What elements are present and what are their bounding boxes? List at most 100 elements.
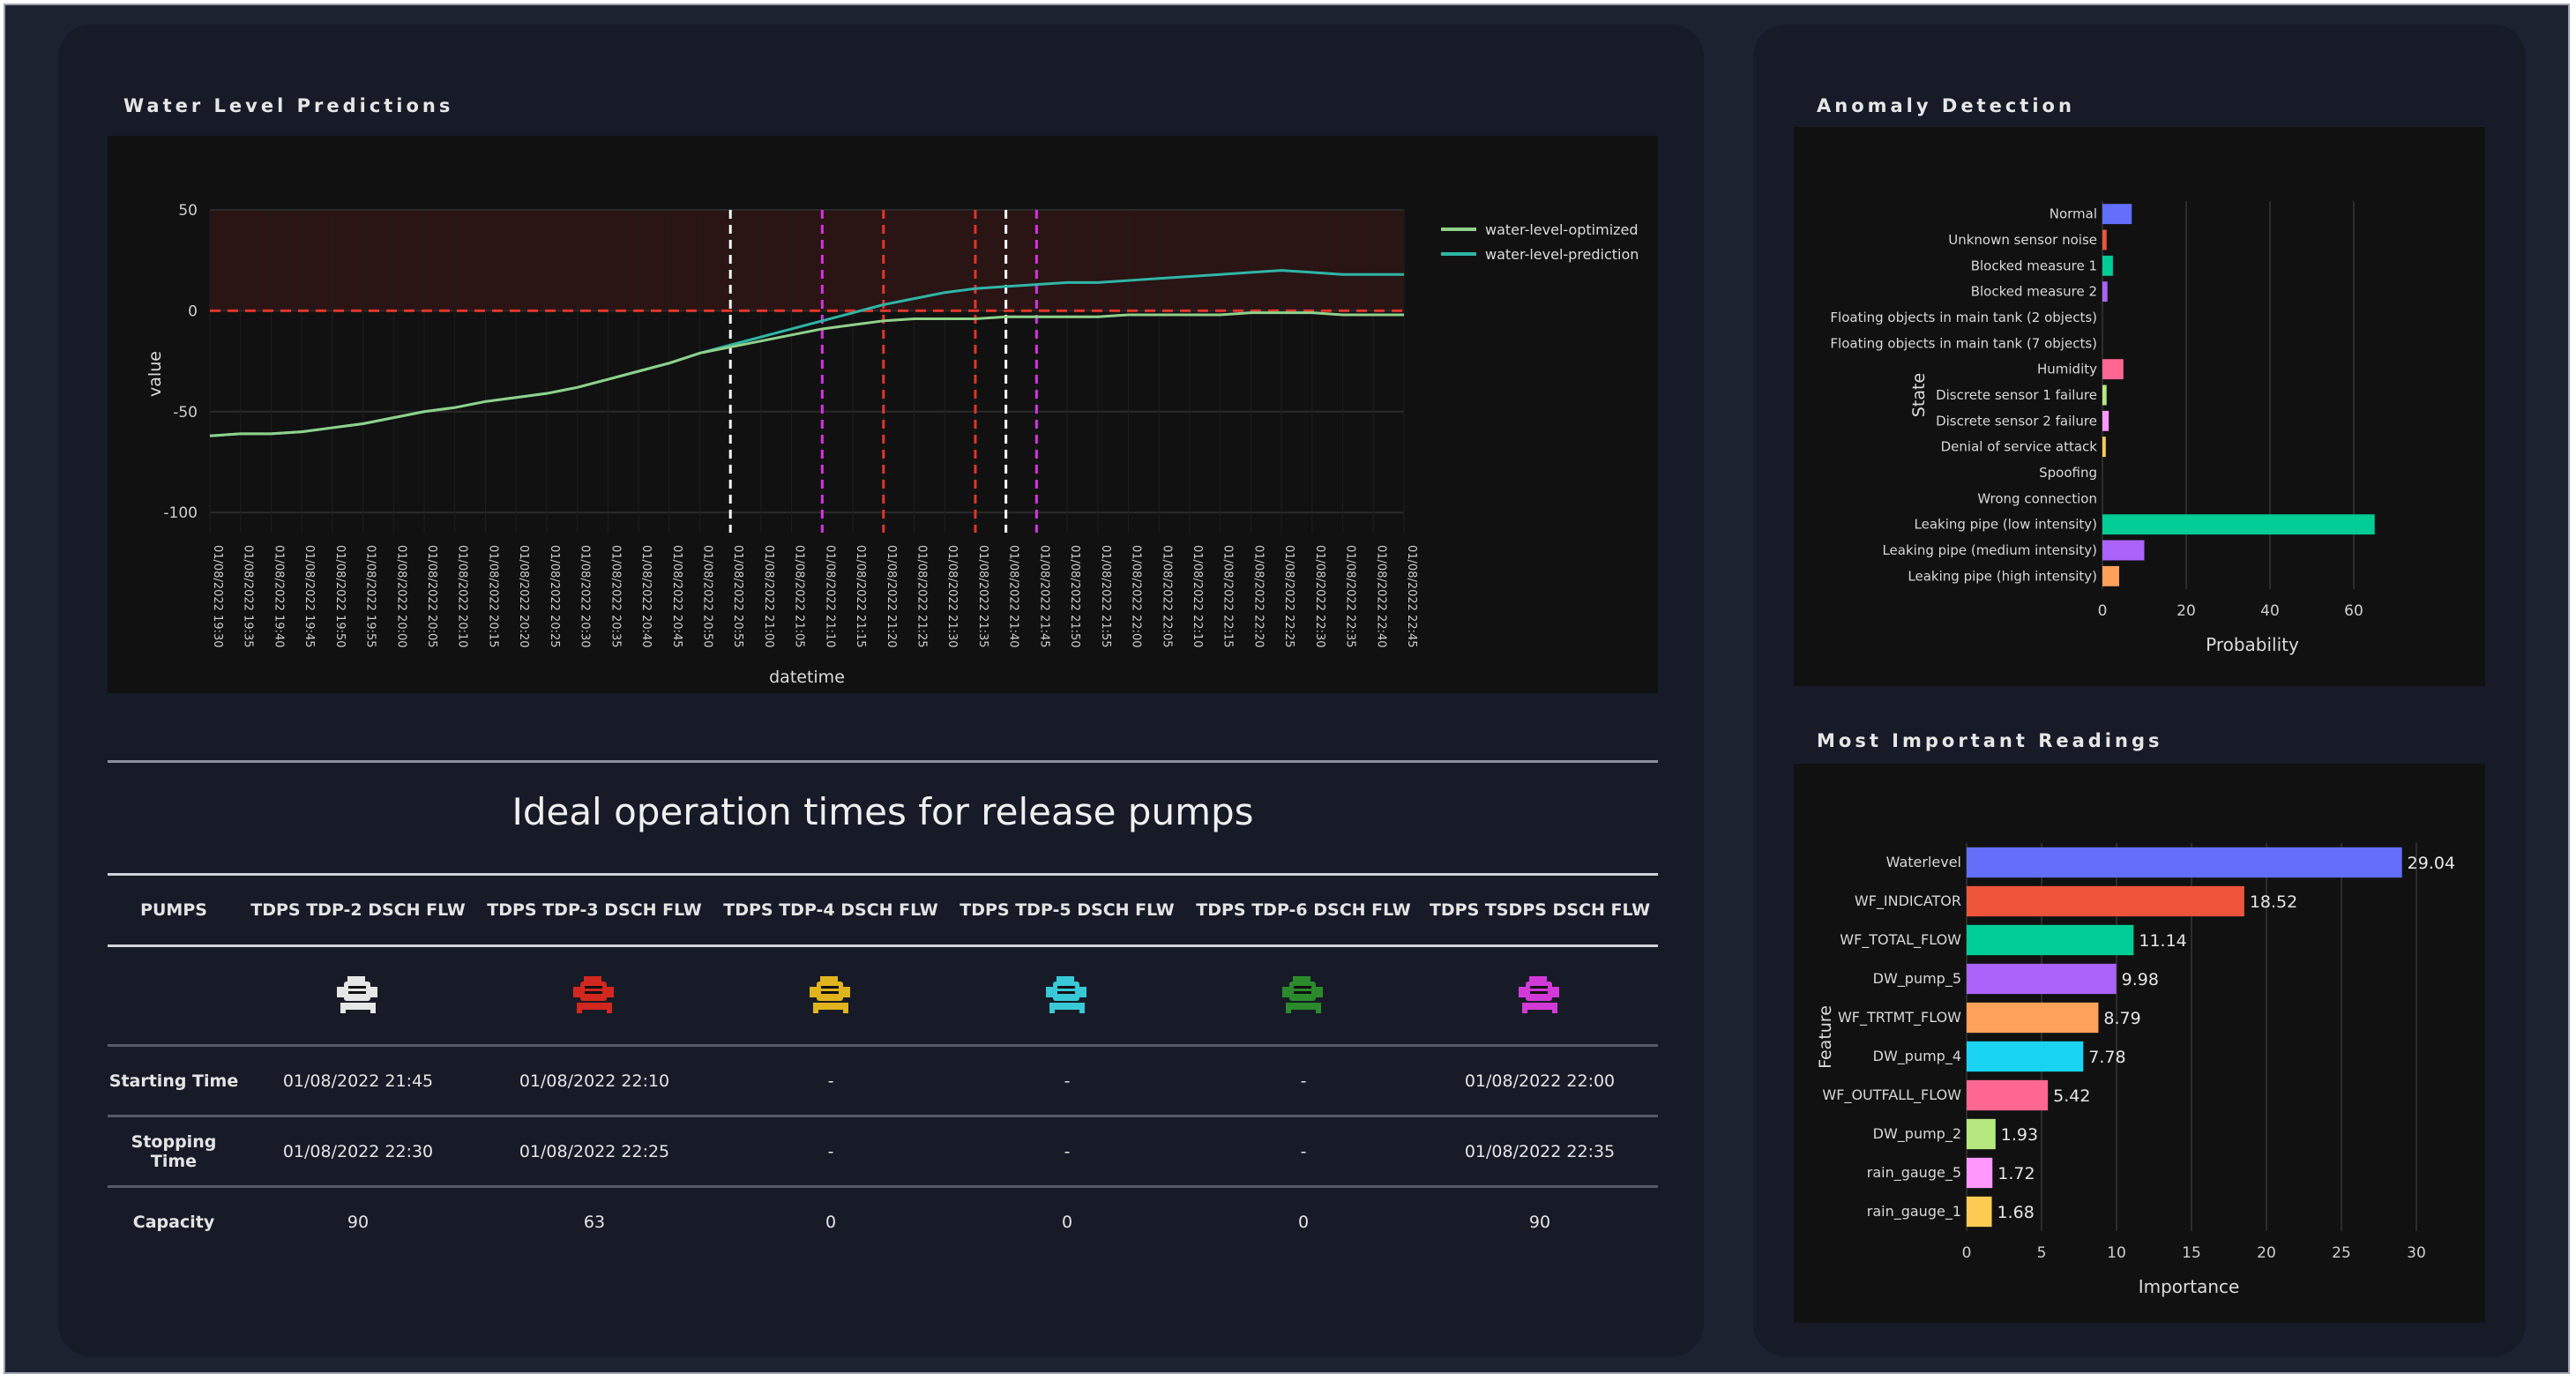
pump-icon	[335, 971, 381, 1017]
category-label: rain_gauge_1	[1867, 1203, 1961, 1221]
x-tick-label: 01/08/2022 21:00	[762, 545, 775, 648]
bar	[2102, 229, 2107, 250]
x-tick-label: 01/08/2022 20:15	[486, 545, 499, 648]
x-tick-label: 01/08/2022 19:35	[242, 545, 255, 648]
x-tick-label: 20	[2257, 1244, 2276, 1262]
x-tick-label: 25	[2332, 1244, 2351, 1262]
x-tick-label: 01/08/2022 21:25	[915, 545, 929, 648]
x-tick-label: 01/08/2022 21:10	[823, 545, 836, 648]
table-cell: 0	[825, 1212, 837, 1232]
x-tick-label: 01/08/2022 19:40	[272, 545, 285, 648]
category-label: WF_TRTMT_FLOW	[1838, 1009, 1961, 1026]
x-tick-label: 20	[2177, 602, 2196, 620]
pump-icon	[1517, 971, 1563, 1017]
bar	[1967, 1196, 1992, 1228]
category-label: DW_pump_5	[1873, 970, 1961, 988]
water-level-chart[interactable]: 50 0 -50 -100 01/08/2022 19:30 01/08/2022 19:…	[108, 136, 1658, 693]
category-label: Discrete sensor 1 failure	[1936, 387, 2097, 403]
bar	[1967, 1157, 1993, 1189]
x-tick-label: 5	[2037, 1244, 2047, 1262]
bar	[1967, 1118, 1996, 1150]
bar-value-label: 9.98	[2122, 970, 2159, 989]
x-tick-label: 01/08/2022 20:00	[394, 545, 407, 648]
table-cell: 01/08/2022 22:00	[1422, 1045, 1658, 1117]
pump-icon	[1044, 971, 1090, 1017]
section-divider	[108, 760, 1658, 763]
x-tick-label: 01/08/2022 22:30	[1313, 545, 1326, 648]
row-label: Stopping Time	[108, 1116, 240, 1188]
capacity-row: Capacity 90 63 0 0 0 90	[108, 1187, 1658, 1257]
x-tick-label: 01/08/2022 22:05	[1160, 545, 1173, 648]
category-label: Wrong connection	[1977, 490, 2097, 506]
category-label: Denial of service attack	[1941, 439, 2098, 455]
x-tick-label: 01/08/2022 22:40	[1374, 545, 1387, 648]
bar-value-label: 18.52	[2250, 892, 2297, 912]
pumps-header: PUMPS	[108, 873, 240, 947]
pump-icon-row	[108, 945, 1658, 1047]
x-tick-label: 01/08/2022 19:30	[211, 545, 224, 648]
y-axis-title: State	[1909, 373, 1929, 417]
x-tick-label: 01/08/2022 22:15	[1221, 545, 1235, 648]
pump-icon	[1281, 971, 1326, 1017]
x-tick-label: 0	[1962, 1244, 1972, 1262]
x-tick-label: 01/08/2022 21:50	[1068, 545, 1081, 648]
y-axis-title: Feature	[1816, 1005, 1835, 1069]
anomaly-title: Anomaly Detection	[1817, 95, 2075, 116]
y-axis-title: value	[146, 351, 165, 397]
x-tick-label: 01/08/2022 19:50	[333, 545, 347, 648]
series-line	[209, 311, 1404, 437]
category-label: Leaking pipe (medium intensity)	[1882, 542, 2097, 558]
table-cell: 90	[1528, 1212, 1551, 1232]
bar	[2102, 384, 2107, 406]
x-tick-label: 0	[2098, 602, 2108, 620]
category-label: Floating objects in main tank (2 objects…	[1830, 310, 2097, 325]
x-tick-label: 01/08/2022 21:45	[1037, 545, 1050, 648]
category-label: Blocked measure 2	[1971, 284, 2097, 300]
bar	[1967, 1079, 2049, 1111]
table-cell: -	[1185, 1045, 1422, 1117]
bar-value-label: 8.79	[2103, 1009, 2140, 1028]
legend-label: water-level-optimized	[1485, 221, 1639, 238]
pump-col-header: TDPS TDP-6 DSCH FLW	[1185, 873, 1422, 947]
x-tick-label: 01/08/2022 20:05	[425, 545, 438, 648]
category-label: WF_OUTFALL_FLOW	[1822, 1086, 1961, 1104]
x-tick-label: 01/08/2022 20:30	[579, 545, 592, 648]
x-tick-label: 01/08/2022 21:20	[885, 545, 898, 648]
row-label: Capacity	[132, 1212, 215, 1232]
category-label: Leaking pipe (low intensity)	[1915, 517, 2098, 533]
category-label: Normal	[2050, 206, 2097, 222]
x-tick-label: 01/08/2022 20:40	[639, 545, 653, 648]
category-label: DW_pump_4	[1873, 1048, 1961, 1065]
anomaly-chart[interactable]: 0 20 40 60 Normal Unknown sensor noise Blocked…	[1794, 127, 2485, 686]
bar	[2102, 410, 2109, 431]
pump-col-header: TDPS TDP-4 DSCH FLW	[713, 873, 949, 947]
threshold-shade	[210, 210, 1404, 311]
pumps-table: PUMPS TDPS TDP-2 DSCH FLW TDPS TDP-3 DSC…	[108, 873, 1658, 1256]
x-tick-label: 01/08/2022 21:55	[1099, 545, 1112, 648]
x-tick-label: 01/08/2022 21:15	[854, 545, 867, 648]
x-tick-label: 01/08/2022 22:20	[1251, 545, 1265, 648]
bar-value-label: 29.04	[2408, 854, 2455, 873]
x-tick-label: 01/08/2022 20:25	[548, 545, 561, 648]
x-tick-label: 01/08/2022 19:55	[364, 545, 377, 648]
readings-chart[interactable]: 0 5 10 15 20 25 30 Waterlevel 29.04 WF_INDICATOR 1…	[1794, 764, 2485, 1323]
pump-col-header: TDPS TDP-5 DSCH FLW	[949, 873, 1185, 947]
stopping-time-row: Stopping Time 01/08/2022 22:30 01/08/202…	[108, 1116, 1658, 1188]
category-label: Discrete sensor 2 failure	[1936, 413, 2097, 429]
table-cell: 01/08/2022 22:10	[476, 1045, 713, 1117]
bar-value-label: 1.72	[1997, 1164, 2035, 1183]
category-label: Humidity	[2037, 362, 2097, 377]
bar	[2102, 565, 2119, 586]
bar-value-label: 7.78	[2088, 1048, 2125, 1067]
bar-value-label: 5.42	[2053, 1086, 2090, 1106]
x-tick-label: 01/08/2022 22:45	[1405, 545, 1418, 648]
bar-value-label: 1.93	[2001, 1125, 2038, 1145]
table-cell: -	[949, 1045, 1185, 1117]
table-cell: 01/08/2022 21:45	[240, 1045, 476, 1117]
table-cell: 01/08/2022 22:25	[476, 1116, 713, 1188]
x-tick-label: 01/08/2022 20:35	[609, 545, 622, 648]
bar-value-label: 1.68	[1997, 1203, 2035, 1222]
readings-title: Most Important Readings	[1817, 730, 2163, 751]
bar	[2102, 204, 2132, 225]
anomaly-panel: 0 20 40 60 Normal Unknown sensor noise Blocked…	[1794, 127, 2485, 686]
